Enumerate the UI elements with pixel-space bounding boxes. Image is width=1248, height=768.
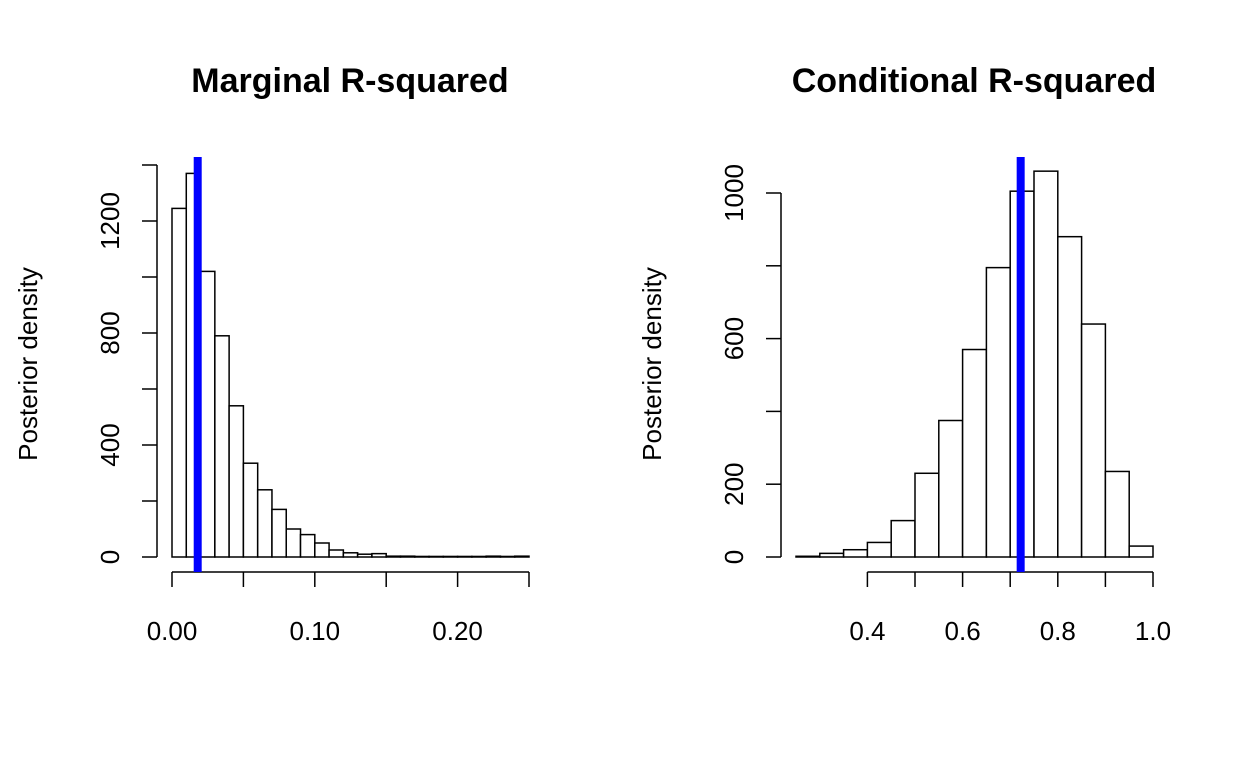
x-axis: 0.4 0.6 0.8 1.0 bbox=[849, 571, 1171, 646]
histogram-bar bbox=[1080, 323, 1107, 558]
histogram-bar bbox=[256, 489, 273, 558]
histogram-bar bbox=[499, 555, 516, 558]
x-tick-label: 0.8 bbox=[1040, 616, 1076, 646]
x-tick-label: 0.20 bbox=[432, 616, 483, 646]
y-tick-label: 400 bbox=[95, 423, 125, 466]
histogram-bar bbox=[199, 270, 216, 558]
marginal-r-squared-panel: Marginal R-squared Posterior density 0 40… bbox=[13, 62, 530, 646]
histogram-bar bbox=[271, 508, 287, 558]
histogram-bar bbox=[242, 462, 259, 558]
x-tick-label: 0.4 bbox=[849, 616, 885, 646]
histogram-bar bbox=[819, 552, 845, 558]
histogram-bar bbox=[1104, 470, 1130, 558]
histogram-bar bbox=[1128, 545, 1154, 558]
histogram-bar bbox=[938, 419, 964, 558]
histogram-bar bbox=[285, 528, 302, 558]
x-tick-label: 0.10 bbox=[289, 616, 340, 646]
histogram-bar bbox=[513, 555, 530, 558]
y-tick-label: 600 bbox=[719, 317, 749, 360]
histogram-bar bbox=[428, 555, 445, 558]
histogram-bar bbox=[414, 555, 430, 558]
histogram-bar bbox=[795, 555, 821, 558]
x-tick-label: 1.0 bbox=[1135, 616, 1171, 646]
y-tick-label: 0 bbox=[95, 550, 125, 564]
y-tick-label: 800 bbox=[95, 311, 125, 354]
histogram-bars bbox=[795, 170, 1154, 558]
histogram-bars bbox=[171, 172, 530, 558]
histogram-bar bbox=[171, 207, 188, 558]
histogram-bar bbox=[1033, 170, 1059, 558]
histogram-bar bbox=[456, 555, 473, 558]
conditional-r-squared-panel: Conditional R-squared Posterior density … bbox=[637, 62, 1171, 646]
histogram-bar bbox=[356, 553, 373, 558]
histogram-bar bbox=[214, 335, 230, 558]
histogram-bar bbox=[399, 555, 416, 558]
histogram-bar bbox=[342, 552, 359, 558]
histogram-bar bbox=[385, 555, 402, 558]
histogram-bar bbox=[371, 552, 387, 558]
histogram-bar bbox=[228, 405, 245, 558]
y-tick-label: 1000 bbox=[719, 164, 749, 222]
histogram-bar bbox=[299, 533, 316, 558]
y-axis-label: Posterior density bbox=[637, 267, 667, 461]
chart-title: Marginal R-squared bbox=[191, 62, 508, 100]
histogram-bar bbox=[866, 541, 892, 558]
histogram-bar bbox=[485, 555, 502, 558]
histogram-bar bbox=[961, 348, 988, 558]
y-axis: 0 200 600 1000 bbox=[719, 164, 782, 564]
histogram-bar bbox=[442, 555, 459, 558]
histogram-bar bbox=[314, 542, 330, 558]
histogram-bar bbox=[1057, 235, 1083, 558]
histogram-bar bbox=[914, 472, 940, 558]
y-tick-label: 1200 bbox=[95, 192, 125, 250]
y-tick-label: 200 bbox=[719, 463, 749, 506]
chart-title: Conditional R-squared bbox=[792, 62, 1157, 100]
histogram-bar bbox=[890, 519, 916, 558]
x-tick-label: 0.00 bbox=[147, 616, 198, 646]
y-axis: 0 400 800 1200 bbox=[95, 164, 158, 564]
x-axis: 0.00 0.10 0.20 bbox=[147, 571, 530, 646]
x-tick-label: 0.6 bbox=[945, 616, 981, 646]
histogram-bar bbox=[471, 555, 487, 558]
histogram-bar bbox=[328, 549, 345, 558]
histogram-bar bbox=[985, 266, 1011, 558]
y-axis-label: Posterior density bbox=[13, 267, 43, 461]
y-tick-label: 0 bbox=[719, 550, 749, 564]
histogram-bar bbox=[842, 548, 869, 558]
